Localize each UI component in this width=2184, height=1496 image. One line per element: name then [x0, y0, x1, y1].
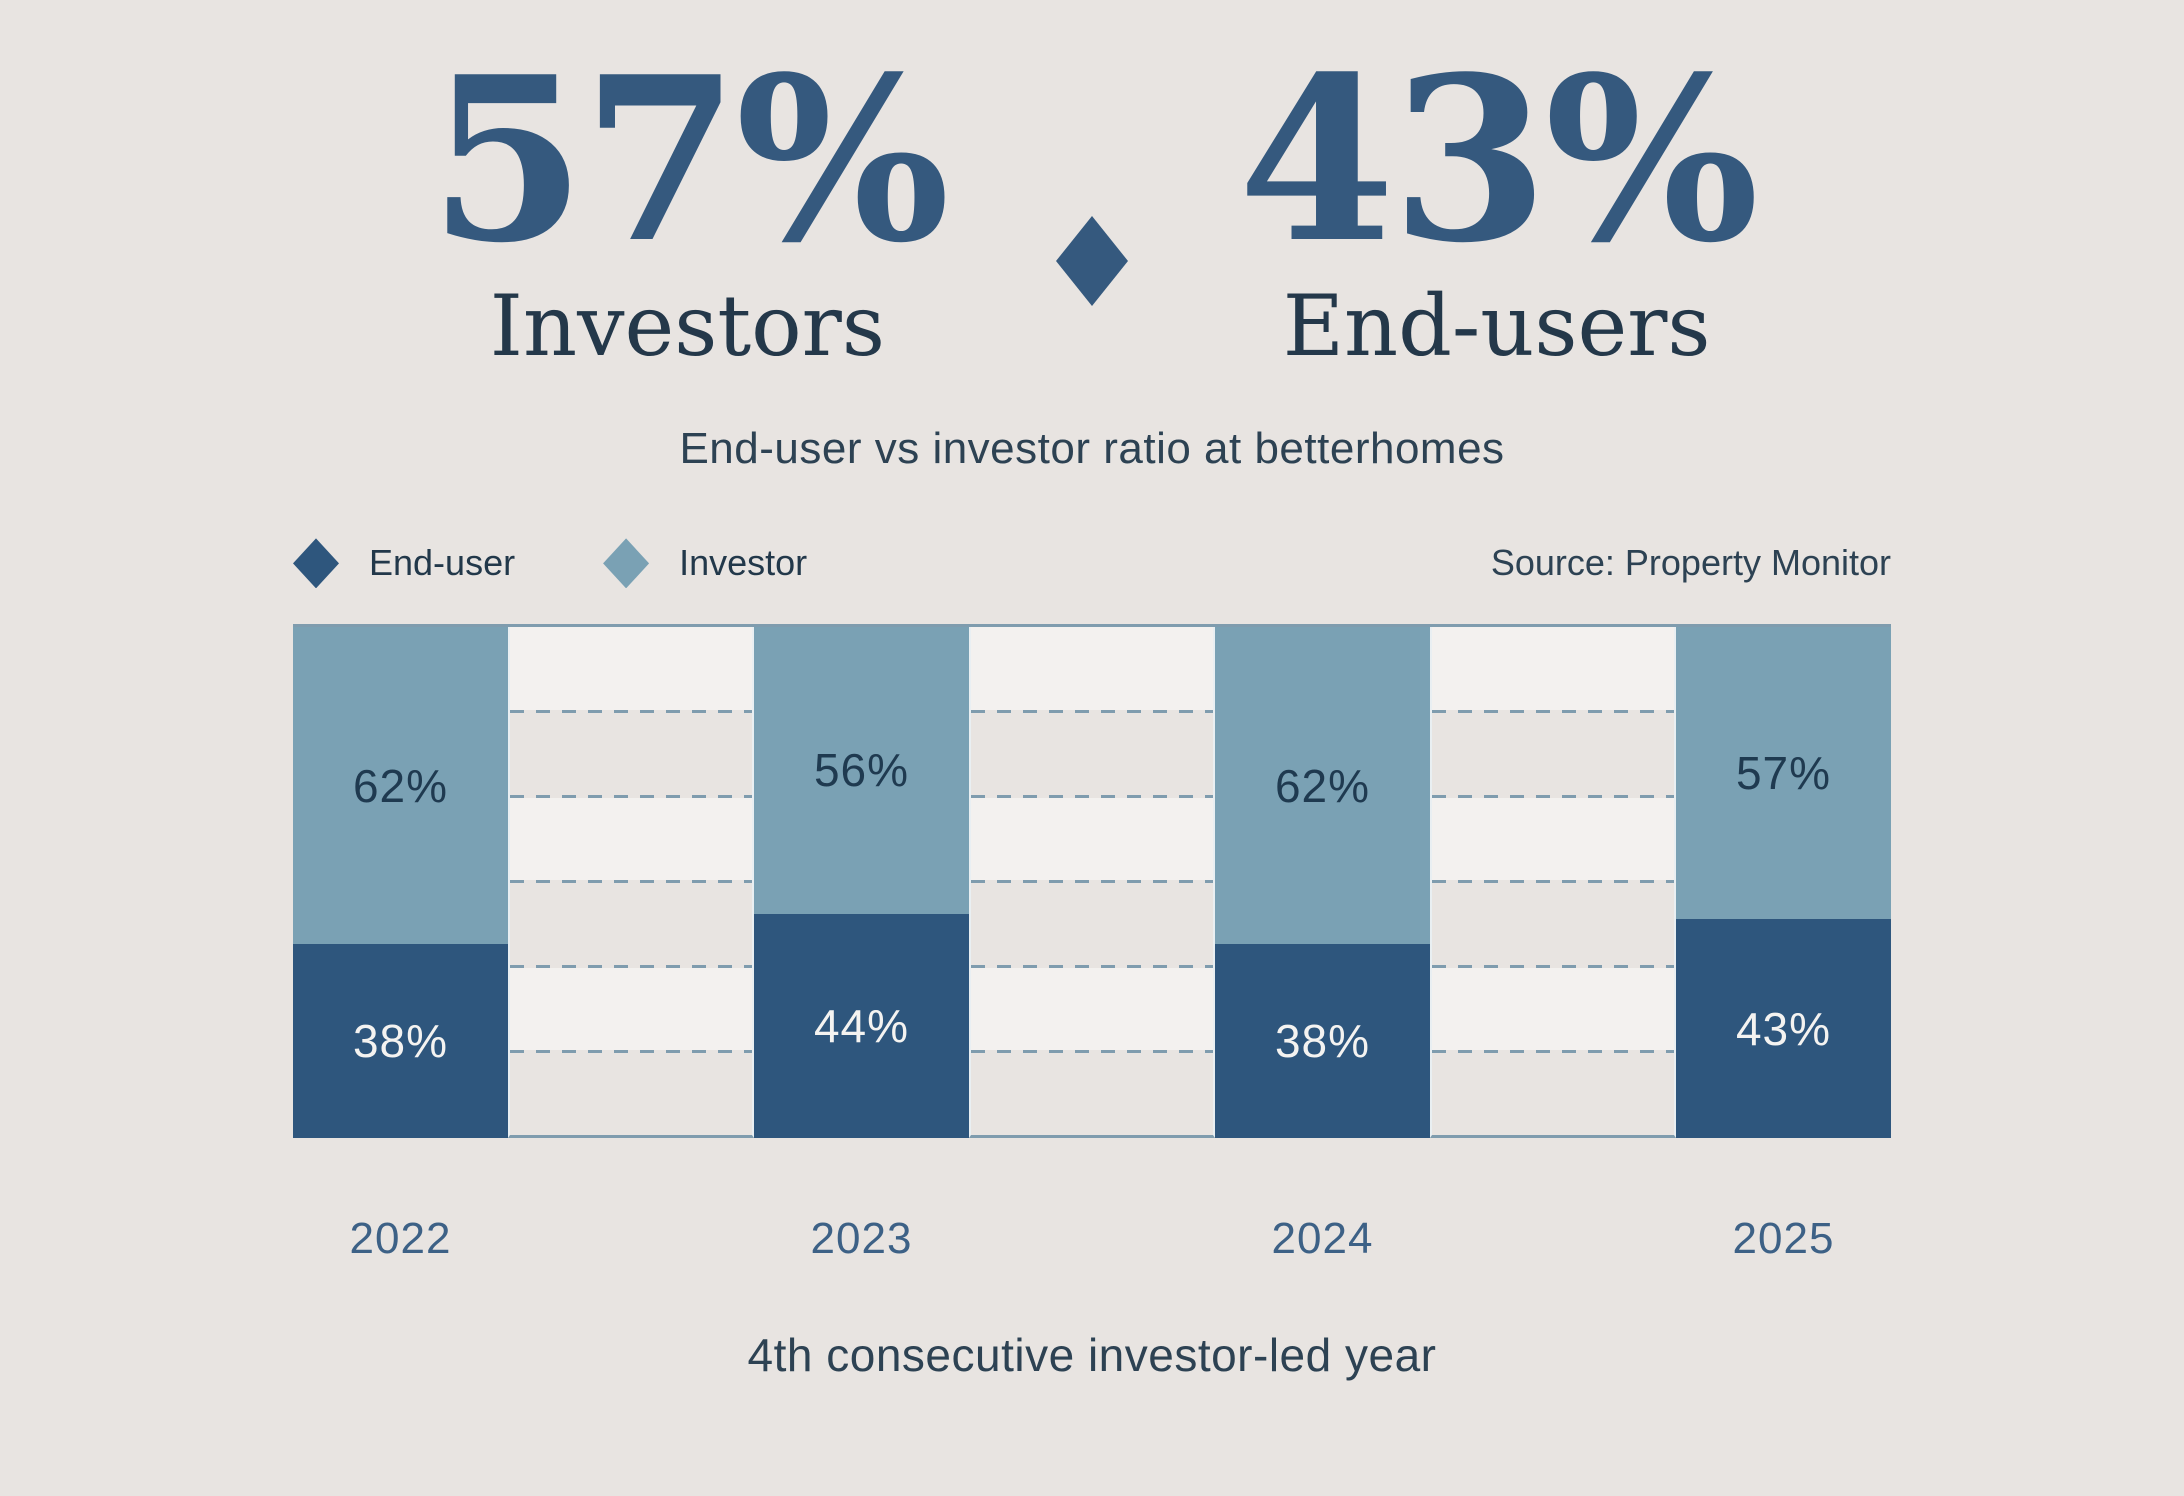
investor-diamond-icon: [603, 538, 650, 589]
bar-2023-end-user-segment: 44%: [754, 913, 969, 1139]
bar-2024-end-user-segment: 38%: [1215, 944, 1430, 1139]
stacked-bar-chart: 62% 38% 56% 44% 62% 38% 57% 43%: [293, 624, 1891, 1139]
grid-spacer-column: [1430, 627, 1676, 1139]
year-label-2025: 2025: [1732, 1214, 1835, 1264]
bar-2024-investor-segment: 62%: [1215, 627, 1430, 945]
stat-investors: 57% Investors: [428, 28, 950, 375]
axis-spacer: [1430, 1214, 1676, 1264]
grid-spacer-column: [969, 627, 1215, 1139]
investors-label: Investors: [489, 277, 885, 375]
chart-container: End-user Investor Source: Property Monit…: [293, 538, 1891, 1264]
bar-2023: 56% 44%: [754, 627, 969, 1139]
bar-2024: 62% 38%: [1215, 627, 1430, 1139]
bar-2022-end-user-segment: 38%: [293, 944, 508, 1139]
legend-item-end-user: End-user: [293, 538, 516, 589]
grid-spacer-column: [508, 627, 754, 1139]
bar-2025-end-user-segment: 43%: [1676, 918, 1891, 1139]
end-users-percentage: 43%: [1238, 28, 1759, 293]
bar-2022: 62% 38%: [293, 627, 508, 1139]
year-label-2024: 2024: [1271, 1214, 1374, 1264]
legend-label-investor: Investor: [679, 542, 808, 584]
axis-spacer: [508, 1214, 754, 1264]
chart-caption: 4th consecutive investor-led year: [747, 1329, 1437, 1382]
legend-label-end-user: End-user: [369, 542, 516, 584]
bar-2025-investor-segment: 57%: [1676, 627, 1891, 919]
chart-subtitle: End-user vs investor ratio at betterhome…: [679, 424, 1505, 474]
year-label-2022: 2022: [349, 1214, 452, 1264]
legend-item-investor: Investor: [603, 538, 808, 589]
end-users-label: End-users: [1282, 277, 1711, 375]
headline-stats: 57% Investors 43% End-users: [0, 28, 2184, 375]
source-note: Source: Property Monitor: [1490, 542, 1891, 584]
bar-2025: 57% 43%: [1676, 627, 1891, 1139]
bar-2023-investor-segment: 56%: [754, 627, 969, 914]
investors-percentage: 57%: [428, 28, 950, 293]
separator-diamond-icon: [1056, 216, 1128, 306]
bar-2022-investor-segment: 62%: [293, 627, 508, 945]
stat-end-users: 43% End-users: [1238, 28, 1759, 375]
x-axis-labels: 2022 2023 2024 2025: [293, 1214, 1891, 1264]
legend-row: End-user Investor Source: Property Monit…: [293, 538, 1891, 589]
axis-spacer: [969, 1214, 1215, 1264]
year-label-2023: 2023: [810, 1214, 913, 1264]
end-user-diamond-icon: [293, 538, 339, 589]
